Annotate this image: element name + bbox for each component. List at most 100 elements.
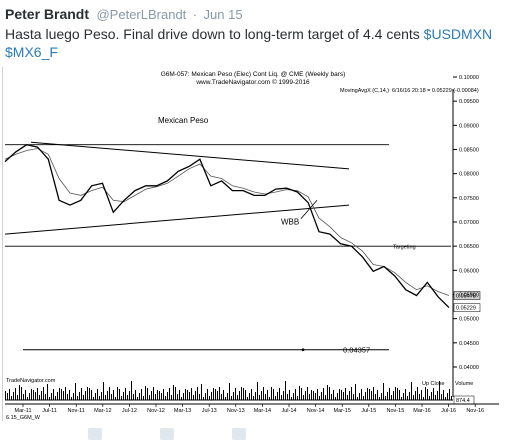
volume-bar bbox=[447, 393, 448, 400]
volume-bar bbox=[255, 392, 256, 400]
volume-bar bbox=[385, 396, 386, 400]
volume-bar bbox=[215, 389, 216, 400]
volume-bar bbox=[209, 396, 210, 400]
date-tick-label: Mar-11 bbox=[14, 408, 31, 414]
volume-bar bbox=[147, 388, 148, 400]
volume-bar bbox=[283, 391, 284, 400]
volume-bar bbox=[359, 393, 360, 400]
reply-icon[interactable] bbox=[88, 428, 102, 440]
volume-bar bbox=[111, 394, 112, 400]
volume-bar bbox=[277, 392, 278, 400]
volume-bar bbox=[143, 396, 144, 400]
cashtag-usdmxn[interactable]: $USDMXN bbox=[423, 26, 493, 42]
volume-bar bbox=[13, 392, 14, 400]
volume-bar bbox=[43, 387, 44, 400]
volume-bar bbox=[311, 390, 312, 400]
date-tick-label: Jul-11 bbox=[42, 408, 57, 414]
author-name[interactable]: Peter Brandt bbox=[5, 6, 90, 22]
chart-image[interactable]: G6M-057: Mexican Peso (Elec) Cont Liq. @… bbox=[2, 67, 499, 421]
cashtag-mx6f[interactable]: $MX6_F bbox=[5, 44, 58, 60]
separator-dot: · bbox=[192, 7, 198, 22]
volume-bar bbox=[347, 395, 348, 400]
volume-bar bbox=[19, 385, 20, 400]
volume-bar bbox=[419, 394, 420, 400]
volume-bar bbox=[285, 381, 286, 400]
volume-bar bbox=[139, 393, 140, 400]
volume-bar bbox=[23, 394, 24, 400]
volume-bar bbox=[135, 390, 136, 400]
volume-bar bbox=[297, 396, 298, 400]
volume-bar bbox=[183, 393, 184, 400]
tweet-header: Peter Brandt @PeterLBrandt · Jun 15 bbox=[5, 6, 520, 24]
chart-svg: G6M-057: Mexican Peso (Elec) Cont Liq. @… bbox=[4, 71, 499, 421]
volume-bar bbox=[21, 387, 22, 400]
volume-bar bbox=[391, 395, 392, 400]
volume-bar bbox=[281, 395, 282, 400]
volume-bar bbox=[231, 396, 232, 400]
volume-bar bbox=[49, 397, 50, 400]
volume-bar bbox=[83, 395, 84, 400]
price-tick-label: 0.07500 bbox=[459, 196, 479, 202]
volume-bar bbox=[307, 387, 308, 400]
date-tick-label: Nov-11 bbox=[68, 408, 85, 414]
date-tick-label: Nov-12 bbox=[147, 408, 165, 414]
volume-bar bbox=[5, 391, 6, 400]
volume-bar bbox=[451, 396, 452, 400]
volume-bar bbox=[153, 387, 154, 400]
volume-bar bbox=[221, 394, 222, 400]
last-price-label: 0.05229 bbox=[456, 306, 476, 312]
volume-bar bbox=[227, 393, 228, 400]
annotation-target-label: 0.04357 bbox=[343, 346, 370, 355]
tweet-timestamp[interactable]: Jun 15 bbox=[203, 7, 243, 22]
volume-bar bbox=[181, 397, 182, 400]
volume-bar bbox=[301, 388, 302, 400]
volume-bar bbox=[261, 391, 262, 400]
volume-bar bbox=[141, 389, 142, 400]
volume-bar bbox=[423, 397, 424, 400]
volume-bar bbox=[79, 392, 80, 400]
volume-bar bbox=[177, 394, 178, 400]
volume-bar bbox=[93, 397, 94, 400]
volume-bar bbox=[195, 391, 196, 400]
price-tick-label: 0.04500 bbox=[459, 341, 479, 347]
volume-label-volume: Volume bbox=[455, 381, 473, 387]
volume-bar bbox=[337, 393, 338, 400]
volume-bar bbox=[341, 390, 342, 400]
volume-bar bbox=[401, 397, 402, 400]
volume-bar bbox=[159, 391, 160, 400]
author-handle[interactable]: @PeterLBrandt bbox=[96, 7, 187, 22]
volume-bar bbox=[59, 388, 60, 400]
volume-bar bbox=[353, 394, 354, 400]
volume-bar bbox=[233, 392, 234, 400]
date-tick-label: Nov-14 bbox=[307, 408, 325, 414]
volume-bar bbox=[371, 391, 372, 400]
last-price-label: 0.05478 bbox=[456, 294, 476, 300]
volume-bar bbox=[405, 389, 406, 400]
volume-bar bbox=[131, 381, 132, 400]
volume-bar bbox=[287, 394, 288, 400]
volume-bar bbox=[397, 388, 398, 400]
volume-bar bbox=[73, 393, 74, 400]
volume-bar bbox=[15, 388, 16, 400]
volume-bar bbox=[321, 392, 322, 400]
price-tick-label: 0.09000 bbox=[459, 123, 479, 129]
volume-bar bbox=[219, 387, 220, 400]
volume-bar bbox=[421, 390, 422, 400]
annotation-mexican-peso: Mexican Peso bbox=[158, 116, 209, 125]
volume-bar bbox=[53, 389, 54, 400]
retweet-icon[interactable] bbox=[160, 428, 174, 440]
volume-bar bbox=[417, 387, 418, 400]
volume-bar bbox=[61, 389, 62, 400]
volume-bar bbox=[77, 396, 78, 400]
date-tick-label: Jul-13 bbox=[202, 408, 217, 414]
volume-bar bbox=[315, 393, 316, 400]
volume-bar bbox=[263, 387, 264, 400]
volume-bar bbox=[37, 388, 38, 400]
date-tick-label: Mar-15 bbox=[333, 408, 350, 414]
like-icon[interactable] bbox=[232, 428, 246, 440]
volume-bar bbox=[363, 396, 364, 400]
tweet-actions bbox=[0, 423, 524, 443]
volume-bar bbox=[279, 388, 280, 400]
tweet-text-body: Hasta luego Peso. Final drive down to lo… bbox=[5, 26, 424, 42]
volume-bar bbox=[265, 394, 266, 400]
